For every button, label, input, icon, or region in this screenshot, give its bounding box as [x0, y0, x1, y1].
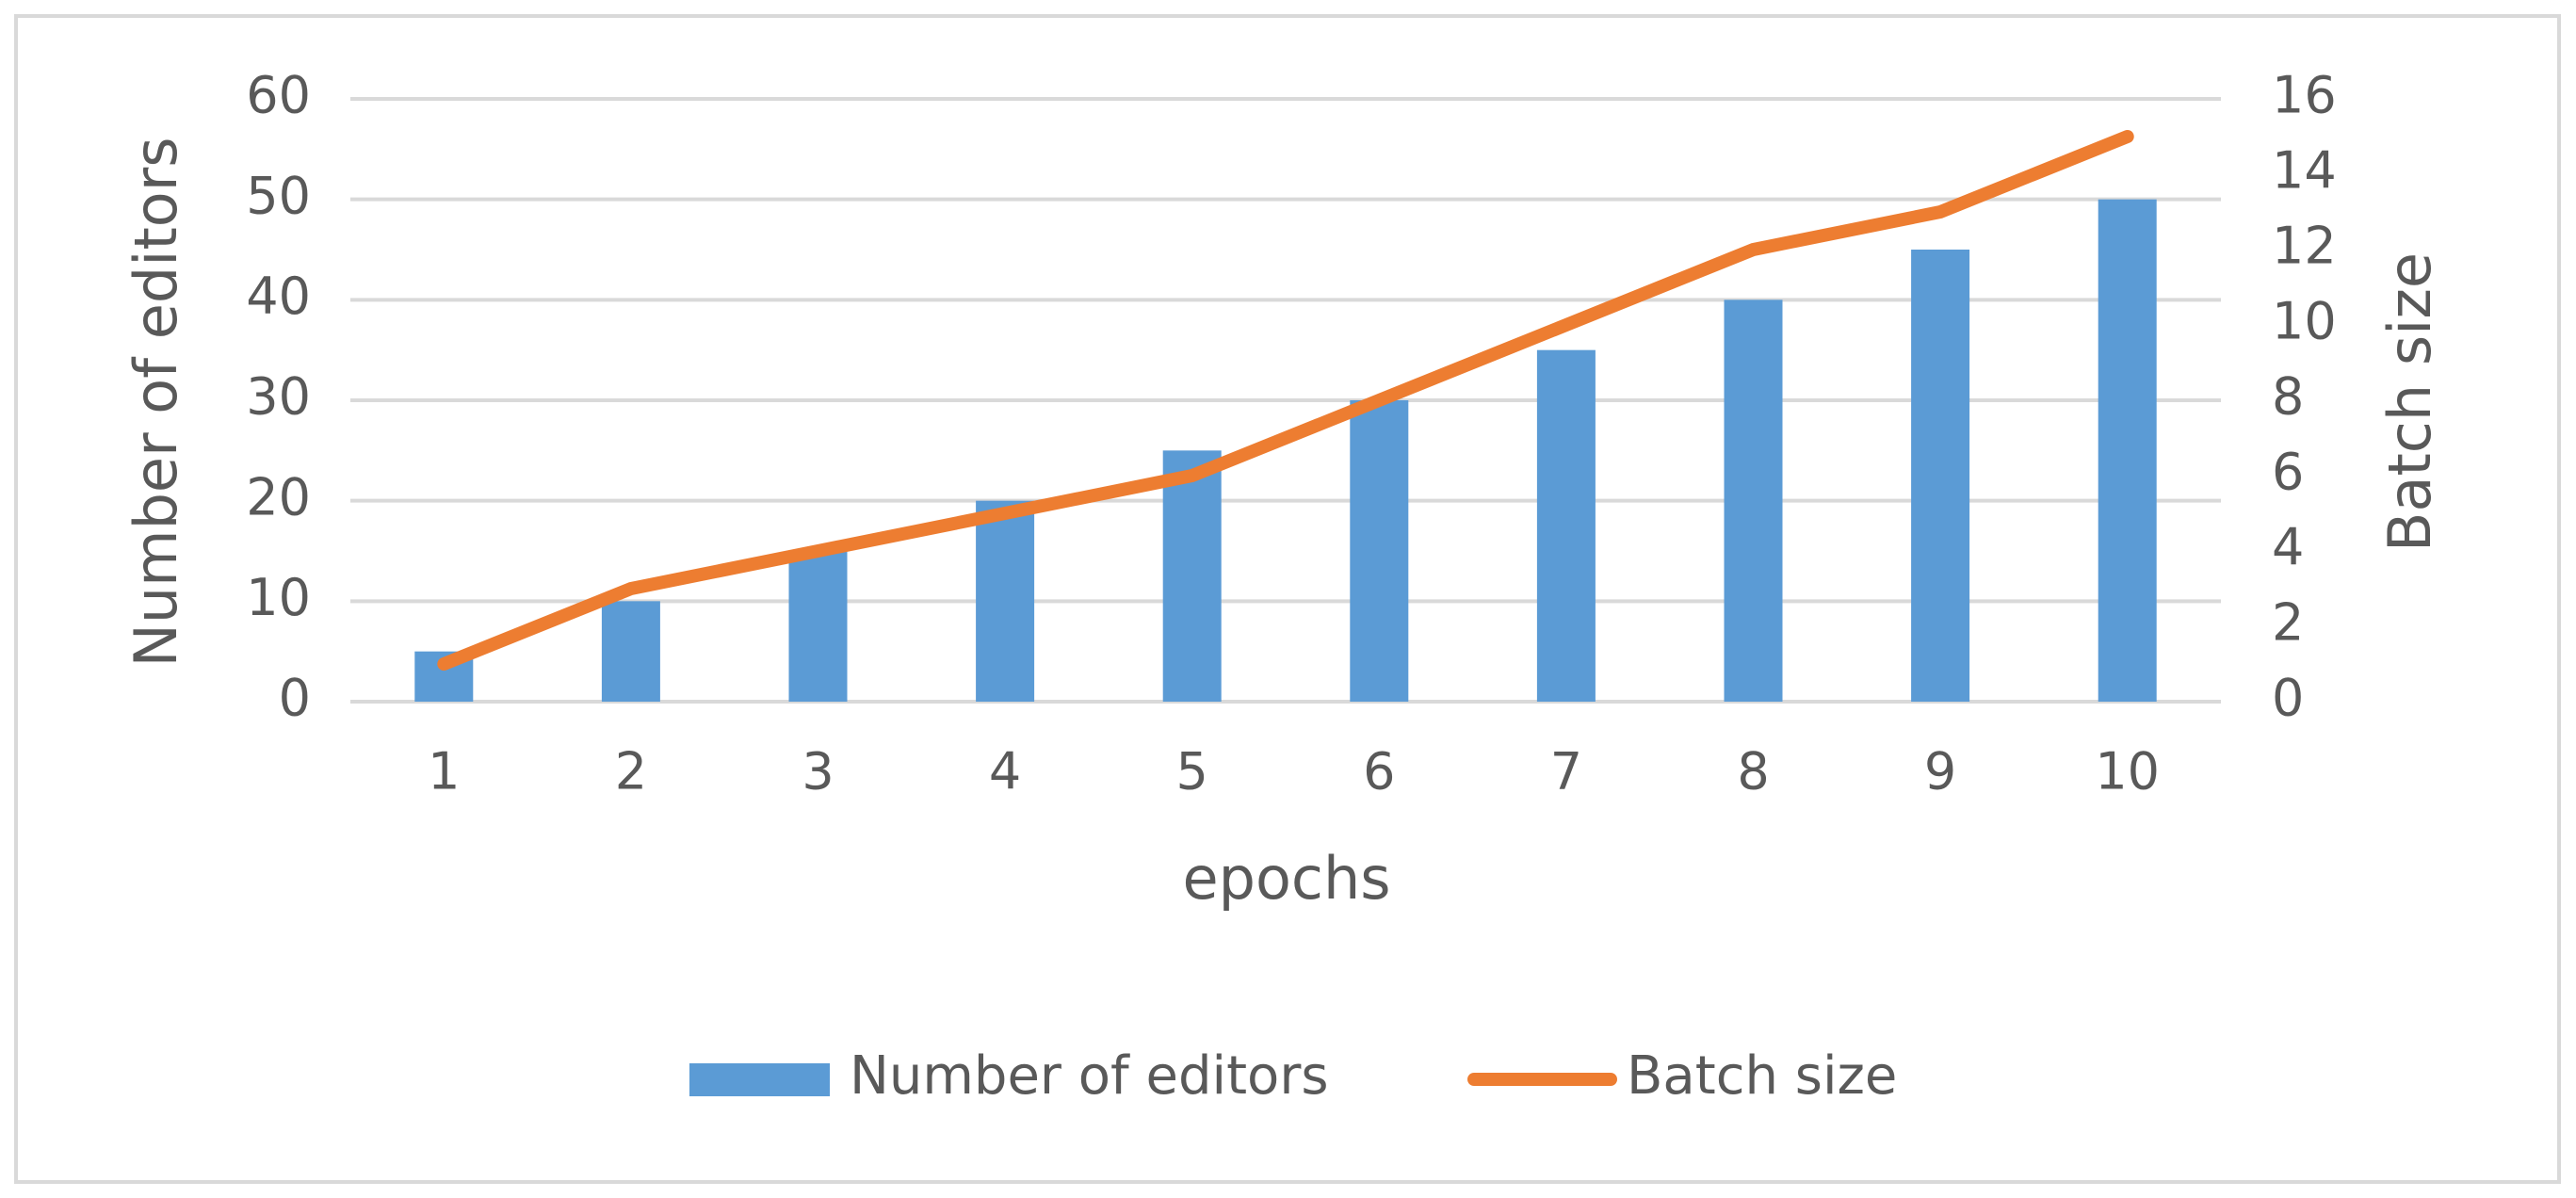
y-tick-label: 40: [246, 267, 311, 326]
x-tick-label: 3: [802, 742, 834, 801]
bar: [1911, 250, 1970, 702]
line: [437, 130, 2134, 671]
y-tick-label: 50: [246, 166, 311, 225]
y2-tick-label: 0: [2272, 669, 2304, 728]
bar: [1350, 400, 1409, 702]
bar: [976, 500, 1035, 702]
x-tick-label: 2: [615, 742, 647, 801]
legend-label: Batch size: [1627, 1045, 1897, 1107]
y2-tick-label: 14: [2272, 141, 2337, 201]
y2-tick-label: 6: [2272, 443, 2304, 502]
x-tick-label: 9: [1924, 742, 1956, 801]
bar: [601, 601, 660, 702]
x-tick-label: 5: [1176, 742, 1208, 801]
x-tick-label: 4: [989, 742, 1021, 801]
bar: [788, 551, 848, 702]
y-axis-title: Number of editors: [122, 138, 190, 668]
y-tick-label: 20: [246, 467, 311, 526]
bar: [2098, 199, 2157, 702]
y-tick-label: 60: [246, 66, 311, 125]
y2-tick-label: 16: [2272, 66, 2337, 125]
y-tick-label: 0: [279, 669, 311, 728]
y2-tick-label: 8: [2272, 367, 2304, 427]
x-tick-label: 8: [1737, 742, 1769, 801]
y2-tick-label: 10: [2272, 292, 2337, 351]
chart-border: [14, 14, 2561, 1184]
y2-tick-label: 12: [2272, 217, 2337, 276]
x-tick-label: 6: [1363, 742, 1395, 801]
x-tick-label: 1: [428, 742, 460, 801]
y2-tick-label: 2: [2272, 593, 2304, 653]
y-tick-label: 10: [246, 568, 311, 627]
bar: [1162, 450, 1222, 702]
x-tick-label: 10: [2095, 742, 2160, 801]
legend-swatch: [689, 1063, 830, 1096]
bar: [1724, 300, 1783, 702]
y2-tick-label: 4: [2272, 518, 2304, 577]
bar: [1536, 349, 1596, 702]
y-tick-label: 30: [246, 367, 311, 427]
legend-label: Number of editors: [850, 1045, 1329, 1107]
y2-axis-title: Batch size: [2375, 252, 2444, 552]
x-axis-title: epochs: [1182, 844, 1390, 913]
x-tick-label: 7: [1550, 742, 1582, 801]
